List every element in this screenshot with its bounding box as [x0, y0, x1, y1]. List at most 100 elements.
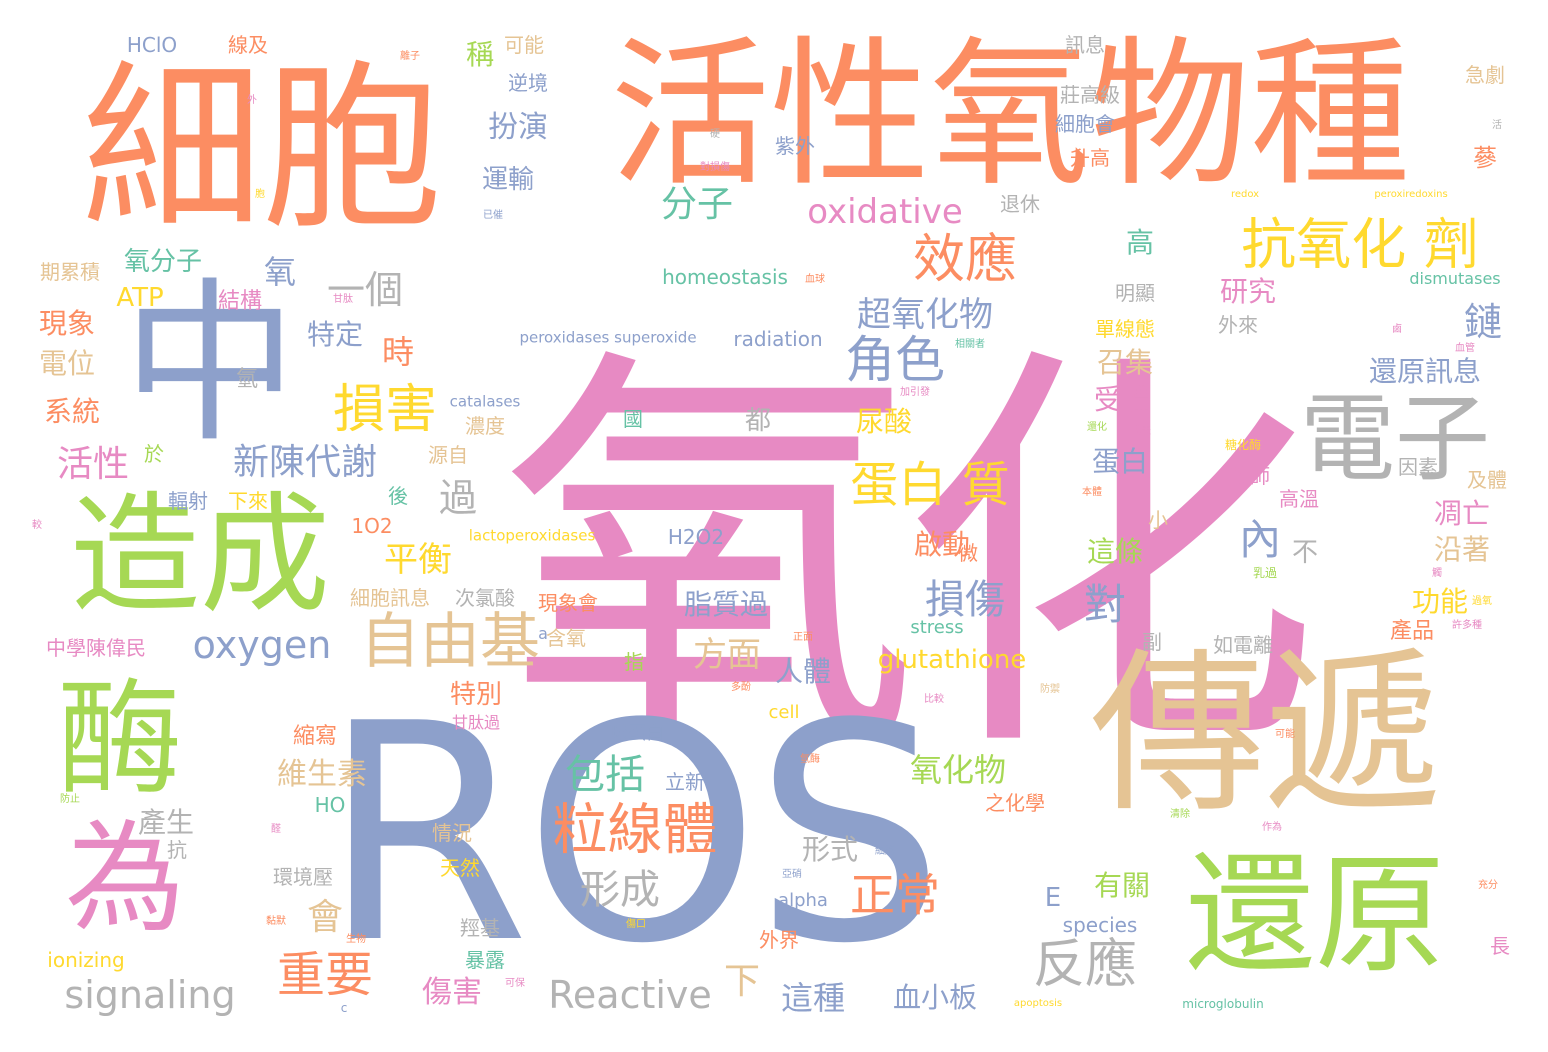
word: 現象會 — [538, 591, 598, 615]
word: 立新 — [665, 770, 705, 794]
word: 防止 — [60, 794, 80, 805]
word: 形式 — [801, 833, 859, 866]
word: 生物 — [346, 934, 366, 945]
word: 濃度 — [465, 414, 505, 438]
word: 蛋白 — [1091, 445, 1149, 478]
word: 細胞會 — [1055, 112, 1115, 136]
word: 可保 — [505, 978, 525, 989]
word: 功能 — [1411, 585, 1469, 618]
word: 已催 — [483, 210, 503, 221]
word: 造成 — [69, 479, 331, 631]
word: 過氧 — [1472, 596, 1492, 607]
word: 對 — [1083, 580, 1127, 629]
word: 反應 — [1032, 935, 1138, 995]
word: 召集 — [1096, 346, 1154, 379]
word: 升高 — [1070, 146, 1110, 170]
word: 環境壓 — [273, 865, 333, 889]
word: c — [340, 1001, 348, 1015]
word: 效應 — [912, 230, 1018, 290]
word: 受體 — [1093, 383, 1151, 416]
word: 活 — [1492, 120, 1502, 131]
word: 氧化物 — [909, 751, 1007, 789]
word: 傷口 — [626, 919, 646, 930]
word: 內 — [1238, 515, 1282, 564]
word: signaling — [64, 973, 236, 1017]
word: 作為 — [1262, 822, 1282, 833]
word: ionizing — [47, 948, 125, 972]
word: ATP — [116, 283, 164, 313]
word: 對損傷 — [700, 162, 730, 173]
word: 高 — [1125, 226, 1155, 259]
word: 天然 — [440, 856, 480, 880]
word: 方面 — [693, 635, 761, 675]
word: 下來 — [228, 489, 268, 513]
word: 活性氧物種 — [609, 21, 1411, 208]
word: 胞 — [255, 189, 265, 200]
word: Reactive — [548, 973, 712, 1017]
word: peroxiredoxins — [1374, 189, 1448, 200]
word: 輻射 — [168, 489, 208, 513]
word: E — [1044, 883, 1062, 913]
word: 教師 — [1230, 464, 1270, 488]
word: 現象 — [38, 307, 96, 340]
word: 源自 — [428, 443, 468, 467]
word: 後 — [388, 484, 408, 508]
word: 新陳代謝 — [232, 442, 378, 483]
word: 這種 — [780, 979, 846, 1017]
word: 形成 — [580, 867, 660, 913]
word: 多酚 — [731, 682, 751, 693]
word: 粒線體 — [552, 797, 718, 862]
word: 自由基 — [360, 607, 540, 677]
word: 血管 — [1455, 343, 1475, 354]
word: 氫 — [235, 367, 259, 392]
word: 副 — [1142, 630, 1162, 654]
word: 高溫 — [1279, 487, 1319, 511]
word: 蔘 — [1473, 144, 1497, 172]
word: 有關 — [1093, 869, 1151, 902]
word: 縮寫 — [292, 724, 338, 749]
word: 扮演 — [488, 110, 548, 145]
word: 傷害 — [422, 975, 482, 1010]
word: 蛋白 質 — [850, 457, 1010, 513]
word: 人體 — [774, 655, 832, 688]
word: 特定 — [306, 318, 364, 351]
word: 代表 — [1131, 426, 1151, 437]
word: 沿著 — [1433, 533, 1491, 566]
word: 加引發 — [900, 387, 930, 398]
word: 可能 — [1275, 729, 1295, 740]
word: 研究 — [1219, 275, 1277, 308]
word: 及體 — [1467, 468, 1507, 492]
word: 硬 — [710, 129, 720, 140]
word: 分子 — [660, 184, 734, 225]
word: 明顯 — [1115, 281, 1155, 305]
word: 鹵 — [1392, 324, 1402, 335]
word: 還原 — [1184, 839, 1446, 991]
word: oxidative — [807, 192, 963, 232]
word: 小 — [1148, 508, 1168, 532]
word: HClO — [126, 33, 178, 57]
word: 相關者 — [955, 339, 985, 350]
word: peroxidases superoxide — [519, 328, 697, 347]
word: catalases — [449, 392, 521, 411]
word: 下 — [723, 961, 761, 1002]
word: 球蛋白 — [610, 723, 664, 744]
word: 次氯酸 — [455, 586, 515, 610]
word: 莊高級 — [1060, 83, 1120, 107]
word: 亞硝 — [782, 869, 802, 880]
word: 清除 — [1170, 809, 1190, 820]
word: ROS — [321, 660, 944, 1009]
word: 中 — [122, 263, 298, 467]
word: 紫外 — [775, 134, 815, 158]
word: 還化 — [1087, 422, 1107, 433]
word: 因素 — [1398, 455, 1438, 479]
word: lactoperoxidases — [468, 526, 596, 545]
word: 會 — [306, 897, 344, 938]
word: 抗氧化 劑 — [1241, 212, 1479, 277]
word: 醛 — [271, 824, 281, 835]
word: microglobulin — [1182, 997, 1264, 1011]
word: 酶 — [57, 667, 183, 813]
word: 外界 — [759, 928, 799, 952]
word: 之化學 — [985, 791, 1045, 815]
word: 羥基 — [460, 916, 500, 940]
word: apoptosis — [1013, 998, 1063, 1009]
